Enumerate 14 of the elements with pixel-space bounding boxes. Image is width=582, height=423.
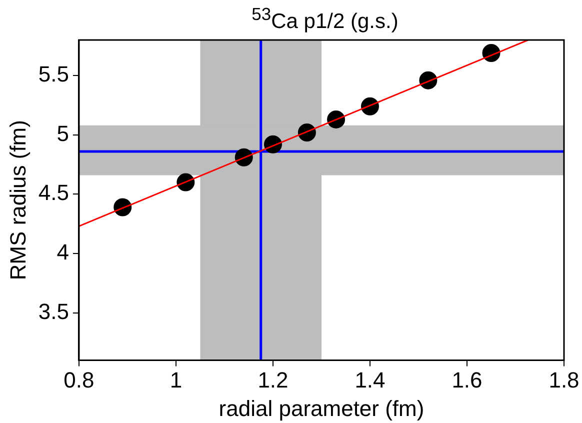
x-tick-label: 1.6 xyxy=(452,367,482,392)
x-tick-label: 1.4 xyxy=(354,367,386,392)
x-tick-label: 1.2 xyxy=(258,367,288,392)
x-tick-label: 0.8 xyxy=(64,367,94,392)
y-tick-label: 5 xyxy=(56,120,69,146)
y-tick-label: 4 xyxy=(56,240,69,265)
x-tick-label: 1.8 xyxy=(548,367,580,392)
y-tick-label: 4.5 xyxy=(38,180,69,206)
x-axis-title: radial parameter (fm) xyxy=(218,396,424,421)
chart-title: $^{53}$Ca p1/2 (g.s.) xyxy=(250,4,400,34)
y-tick-label: 3.5 xyxy=(38,298,69,324)
x-tick-label: 1 xyxy=(170,367,182,392)
y-tick-label: 5.5 xyxy=(38,62,69,87)
y-axis-title: RMS radius (fm) xyxy=(5,120,30,280)
